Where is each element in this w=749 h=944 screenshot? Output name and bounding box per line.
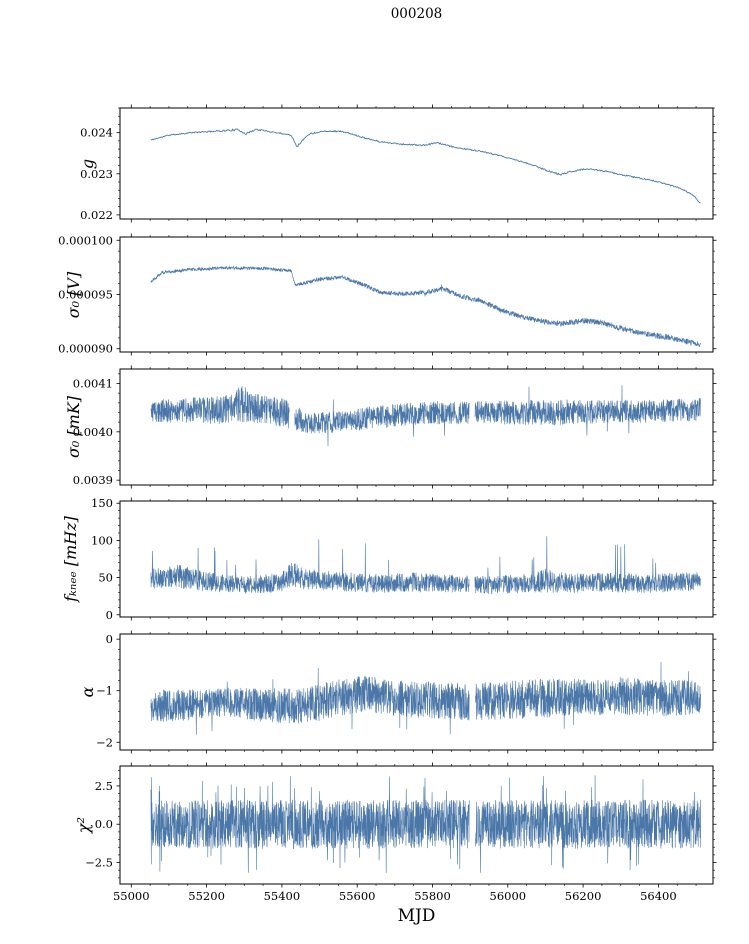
x-axis-label: MJD xyxy=(397,906,436,926)
y-tick-label: 0.024 xyxy=(80,126,113,140)
panel-border xyxy=(119,765,714,885)
y-tick-label: −2.5 xyxy=(85,856,113,870)
x-tick-label: 55200 xyxy=(188,889,225,903)
y-axis-label-sigma0-mk: σ₀ [mK] xyxy=(64,395,83,459)
panel-border xyxy=(119,236,714,353)
x-tick-label: 55800 xyxy=(414,889,451,903)
y-axis-label-alpha: α xyxy=(78,686,97,698)
y-tick-label: 0.0041 xyxy=(73,377,113,391)
data-line xyxy=(150,775,701,873)
data-line xyxy=(150,128,701,204)
panel-border xyxy=(119,368,714,486)
y-axis-label-g: g xyxy=(78,158,97,169)
y-tick-label: 150 xyxy=(91,496,113,510)
x-tick-label: 56200 xyxy=(565,889,602,903)
y-axis-label-sigma0-v: σ₀ [V] xyxy=(64,271,83,318)
y-tick-label: 0 xyxy=(106,632,113,646)
y-tick-label: 0.000100 xyxy=(58,233,113,247)
chart-title: 000208 xyxy=(390,6,443,22)
x-tick-label: 56000 xyxy=(490,889,527,903)
y-tick-label: 0.000095 xyxy=(58,288,113,302)
panel-border xyxy=(119,633,714,751)
panel-border xyxy=(119,500,714,618)
y-axis-label-fknee: fₖₙₑₑ [mHz] xyxy=(61,516,80,602)
x-tick-label: 56400 xyxy=(640,889,677,903)
x-tick-label: 55600 xyxy=(339,889,376,903)
y-tick-label: 0 xyxy=(106,608,113,622)
y-tick-label: 0.0040 xyxy=(73,425,113,439)
data-line xyxy=(150,536,701,595)
panel-border xyxy=(119,107,714,220)
data-line xyxy=(150,385,701,447)
data-line xyxy=(150,661,701,735)
y-tick-label: 0.023 xyxy=(80,167,113,181)
data-line xyxy=(150,265,701,347)
x-tick-label: 55000 xyxy=(113,889,150,903)
y-tick-label: 2.5 xyxy=(95,779,113,793)
y-tick-label: 0.022 xyxy=(80,208,113,222)
y-tick-label: 0.0039 xyxy=(73,473,113,487)
y-tick-label: −1 xyxy=(96,684,113,698)
x-tick-label: 55400 xyxy=(264,889,301,903)
y-axis-label-chi2: χ² xyxy=(74,816,93,834)
y-tick-label: 0.000090 xyxy=(58,342,113,356)
y-tick-label: 100 xyxy=(91,533,113,547)
y-tick-label: 0.0 xyxy=(95,817,113,831)
y-tick-label: −2 xyxy=(96,735,113,749)
y-tick-label: 50 xyxy=(98,571,113,585)
